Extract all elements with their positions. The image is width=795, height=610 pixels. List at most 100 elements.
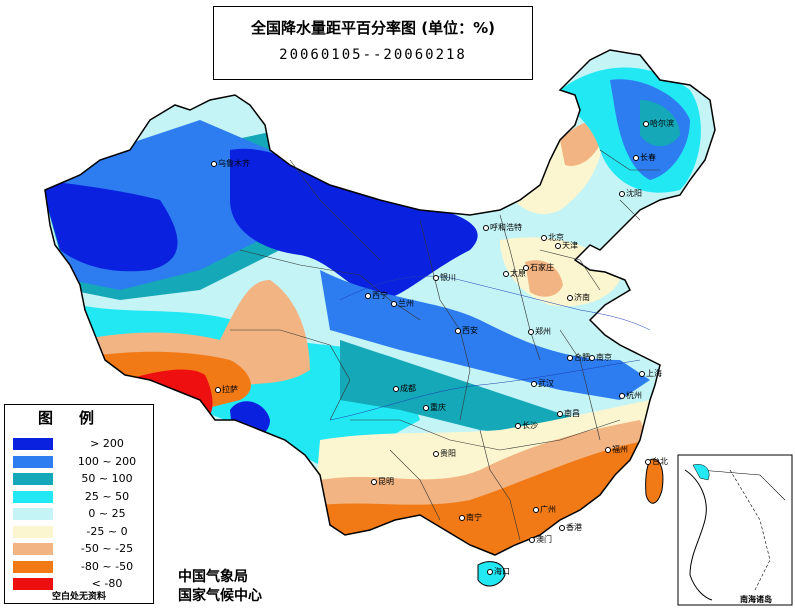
city-label: 上海 (646, 369, 662, 378)
legend-label: -50 ~ -25 (80, 542, 134, 555)
city-label: 长沙 (522, 421, 538, 430)
city-marker (529, 537, 535, 543)
city-label: 天津 (562, 241, 578, 250)
city-label: 台北 (652, 457, 668, 466)
city-marker (567, 355, 573, 361)
china-border (44, 49, 716, 556)
legend-swatch (13, 560, 53, 573)
city-label: 拉萨 (222, 385, 238, 394)
legend-label: < -80 (91, 577, 123, 590)
legend-row: 25 ~ 50 (13, 489, 151, 504)
city-marker (371, 479, 377, 485)
city-marker (423, 405, 429, 411)
legend-swatch (13, 508, 53, 520)
city-label: 南宁 (466, 513, 482, 522)
city-marker (645, 459, 651, 465)
org-ncc: 国家气候中心 (178, 588, 262, 604)
city-label: 北京 (548, 233, 564, 242)
legend-row: 100 ~ 200 (13, 454, 151, 469)
legend-swatch (13, 490, 53, 503)
city-label: 海口 (494, 567, 510, 576)
city-label: 成都 (400, 384, 416, 393)
city-label: 太原 (510, 269, 526, 278)
legend-label: 50 ~ 100 (81, 472, 133, 485)
city-label: 澳门 (536, 535, 552, 544)
city-label: 重庆 (430, 403, 446, 412)
city-marker (589, 355, 595, 361)
city-label: 香港 (566, 523, 582, 532)
legend-row: -50 ~ -25 (13, 542, 151, 556)
city-marker (433, 275, 439, 281)
city-marker (515, 423, 521, 429)
zone-200-xinjiang (45, 180, 178, 272)
city-marker (433, 451, 439, 457)
city-label: 南昌 (564, 409, 580, 418)
legend-note: 空白处无资料 (51, 592, 106, 602)
city-label: 福州 (612, 445, 628, 454)
legend-label: -25 ~ 0 (86, 524, 128, 538)
city-marker (567, 295, 573, 301)
legend-swatch (13, 543, 53, 555)
title-box: 全国降水量距平百分率图 (单位：%) 20060105--20060218 (213, 6, 533, 80)
city-marker (503, 271, 509, 277)
city-marker (605, 447, 611, 453)
date-range: 20060105--20060218 (279, 47, 467, 63)
legend-row: 50 ~ 100 (13, 472, 151, 486)
city-marker (487, 569, 493, 575)
taiwan-island (645, 458, 664, 504)
legend-row: -80 ~ -50 (13, 559, 151, 574)
legend-swatch (13, 473, 53, 485)
city-marker (639, 371, 645, 377)
legend-row: -25 ~ 0 (13, 524, 151, 539)
city-label: 济南 (574, 293, 590, 302)
legend-swatch (13, 578, 53, 590)
legend-label: 0 ~ 25 (88, 507, 126, 520)
city-label: 兰州 (398, 299, 414, 308)
precipitation-zones (45, 67, 701, 555)
legend-label: > 200 (90, 437, 124, 450)
city-label: 贵阳 (440, 449, 456, 458)
city-marker (528, 329, 534, 335)
legend-label: -80 ~ -50 (80, 559, 134, 573)
city-marker (211, 161, 217, 167)
city-marker (633, 155, 639, 161)
city-marker (557, 411, 563, 417)
city-label: 乌鲁木齐 (218, 159, 250, 168)
city-label: 西安 (462, 326, 478, 335)
city-marker (455, 328, 461, 334)
zone-northeast-deep (640, 100, 680, 147)
zone-200-north (230, 148, 478, 300)
legend-swatch (13, 455, 53, 468)
city-marker (523, 265, 529, 271)
city-marker (555, 243, 561, 249)
legend-label: 25 ~ 50 (84, 489, 130, 503)
legend-swatch (13, 525, 53, 538)
city-label: 昆明 (378, 477, 394, 486)
city-marker (483, 225, 489, 231)
city-label: 广州 (540, 505, 556, 514)
city-marker (459, 515, 465, 521)
map-title: 全国降水量距平百分率图 (单位：%) (251, 19, 495, 37)
zone-minus50-25-south (320, 420, 650, 505)
rivers (329, 275, 651, 421)
city-marker (533, 507, 539, 513)
city-marker (391, 301, 397, 307)
city-marker (559, 525, 565, 531)
city-label: 武汉 (538, 379, 554, 388)
legend-swatch (13, 438, 53, 450)
legend-row: < -80 (13, 577, 151, 591)
legend-label: 100 ~ 200 (77, 454, 137, 468)
city-label: 长春 (640, 153, 656, 162)
legend-title: 图例 (37, 409, 120, 427)
city-label: 呼和浩特 (490, 223, 522, 232)
city-label: 沈阳 (626, 189, 642, 198)
org-cma: 中国气象局 (178, 569, 248, 585)
inset-label: 南海诸岛 (740, 595, 772, 604)
city-marker (365, 293, 371, 299)
city-marker (393, 386, 399, 392)
zone-50-100-central (340, 340, 580, 440)
city-label: 石家庄 (530, 263, 554, 272)
legend-row: > 200 (13, 437, 151, 451)
city-marker (531, 381, 537, 387)
